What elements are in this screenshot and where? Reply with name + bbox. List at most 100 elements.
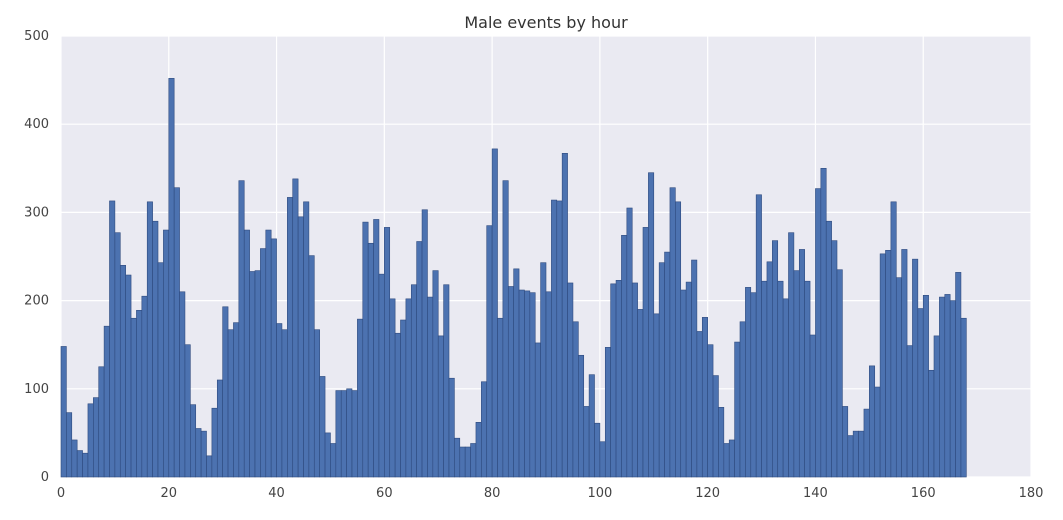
histogram-bar <box>906 345 913 478</box>
histogram-bar <box>491 148 498 478</box>
histogram-bar <box>540 262 547 478</box>
histogram-bar <box>863 408 870 478</box>
histogram-bar <box>793 270 800 478</box>
histogram-bar <box>842 406 849 478</box>
x-tick-label: 140 <box>803 486 828 501</box>
y-tick-label: 500 <box>24 29 49 44</box>
histogram-bar <box>545 291 552 478</box>
histogram-bar <box>782 298 789 478</box>
histogram-bar <box>610 283 617 478</box>
histogram-bar <box>653 313 660 478</box>
y-tick-label: 0 <box>41 470 49 485</box>
x-axis-ticks: 0 20 40 60 80 100 120 140 160 180 <box>57 486 1044 501</box>
histogram-bar <box>912 258 919 478</box>
histogram-bar <box>335 390 342 478</box>
histogram-bar <box>572 321 579 478</box>
histogram-bar <box>119 265 126 478</box>
histogram-bar <box>378 273 385 478</box>
histogram-bar <box>470 443 477 478</box>
x-tick-label: 120 <box>695 486 720 501</box>
histogram-bar <box>637 309 644 478</box>
histogram-bar <box>173 187 180 478</box>
histogram-bar <box>658 262 665 478</box>
histogram-bar <box>648 172 655 478</box>
x-tick-label: 20 <box>161 486 178 501</box>
histogram-bar <box>879 253 886 478</box>
y-tick-label: 300 <box>24 205 49 220</box>
histogram-bar <box>567 282 574 478</box>
histogram-bar <box>109 200 116 478</box>
histogram-bar <box>146 201 153 478</box>
y-tick-label: 100 <box>24 382 49 397</box>
histogram-bar <box>718 407 725 478</box>
histogram-bar <box>464 446 471 478</box>
histogram-bar <box>707 344 714 478</box>
x-tick-label: 160 <box>911 486 936 501</box>
histogram-bar <box>809 334 816 478</box>
x-tick-label: 80 <box>484 486 501 501</box>
histogram-bar <box>755 194 762 478</box>
chart-title: Male events by hour <box>464 13 628 32</box>
histogram-bar <box>324 432 331 478</box>
histogram-bar <box>243 229 250 478</box>
histogram-bar <box>745 287 752 478</box>
histogram-bar <box>869 365 876 478</box>
histogram-bar <box>798 249 805 478</box>
histogram-bar <box>281 329 288 478</box>
histogram-bar <box>788 232 795 478</box>
histogram-bar <box>416 241 423 478</box>
x-tick-label: 180 <box>1019 486 1044 501</box>
histogram-bar <box>222 306 229 478</box>
histogram-bar <box>675 201 682 478</box>
histogram-bar <box>211 407 218 478</box>
histogram-bar <box>777 280 784 478</box>
histogram-bar <box>216 379 223 478</box>
histogram-bar <box>739 321 746 478</box>
histogram-bar <box>890 201 897 478</box>
x-tick-label: 40 <box>268 486 285 501</box>
histogram-bar <box>761 280 768 478</box>
histogram-bar <box>664 251 671 478</box>
histogram-bar <box>260 248 267 478</box>
histogram-bar <box>513 268 520 478</box>
histogram-bar <box>852 430 859 478</box>
histogram-bar <box>319 376 326 478</box>
histogram-bar <box>287 197 294 478</box>
histogram-bar <box>944 294 951 478</box>
histogram-bar <box>270 238 277 478</box>
histogram-bar <box>820 168 827 478</box>
histogram-bar <box>588 374 595 478</box>
histogram-bar <box>766 261 773 478</box>
histogram-bar <box>227 329 234 478</box>
bars <box>60 78 967 478</box>
histogram-bar <box>136 310 143 478</box>
histogram-bar <box>308 255 315 478</box>
histogram-bar <box>405 298 412 478</box>
histogram-bar <box>825 220 832 478</box>
histogram-bar <box>330 443 337 478</box>
histogram-bar <box>254 270 261 478</box>
histogram-bar <box>98 366 105 478</box>
histogram-bar <box>502 180 509 478</box>
histogram-bar <box>276 323 283 478</box>
y-axis-ticks: 0 100 200 300 400 500 <box>24 29 49 485</box>
histogram-bar <box>621 235 628 478</box>
histogram-bar <box>351 390 358 478</box>
histogram-bar <box>599 441 606 478</box>
histogram-bar <box>895 277 902 478</box>
histogram-bar <box>400 319 407 478</box>
histogram-bar <box>432 270 439 478</box>
histogram-bar <box>804 280 811 478</box>
histogram-bar <box>114 232 121 478</box>
histogram-bar <box>346 388 353 478</box>
histogram-bar <box>604 347 611 478</box>
histogram-bar <box>723 443 730 478</box>
histogram-bar <box>125 274 132 478</box>
histogram-bar <box>130 317 137 478</box>
histogram-bar <box>561 153 568 478</box>
histogram-bar <box>497 317 504 478</box>
histogram-bar <box>626 207 633 478</box>
histogram-bar <box>357 318 364 478</box>
histogram-bar <box>642 227 649 478</box>
histogram-bar <box>481 381 488 478</box>
